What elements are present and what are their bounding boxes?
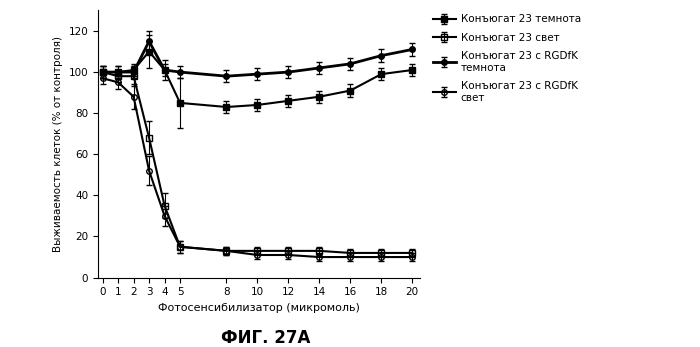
X-axis label: Фотосенсибилизатор (микромоль): Фотосенсибилизатор (микромоль)	[158, 303, 360, 313]
Legend: Конъюгат 23 темнота, Конъюгат 23 свет, Конъюгат 23 с RGDfK
темнота, Конъюгат 23 : Конъюгат 23 темнота, Конъюгат 23 свет, К…	[428, 10, 585, 107]
Text: ФИГ. 27А: ФИГ. 27А	[221, 329, 311, 347]
Y-axis label: Выживаемость клеток (% от контроля): Выживаемость клеток (% от контроля)	[53, 36, 63, 252]
